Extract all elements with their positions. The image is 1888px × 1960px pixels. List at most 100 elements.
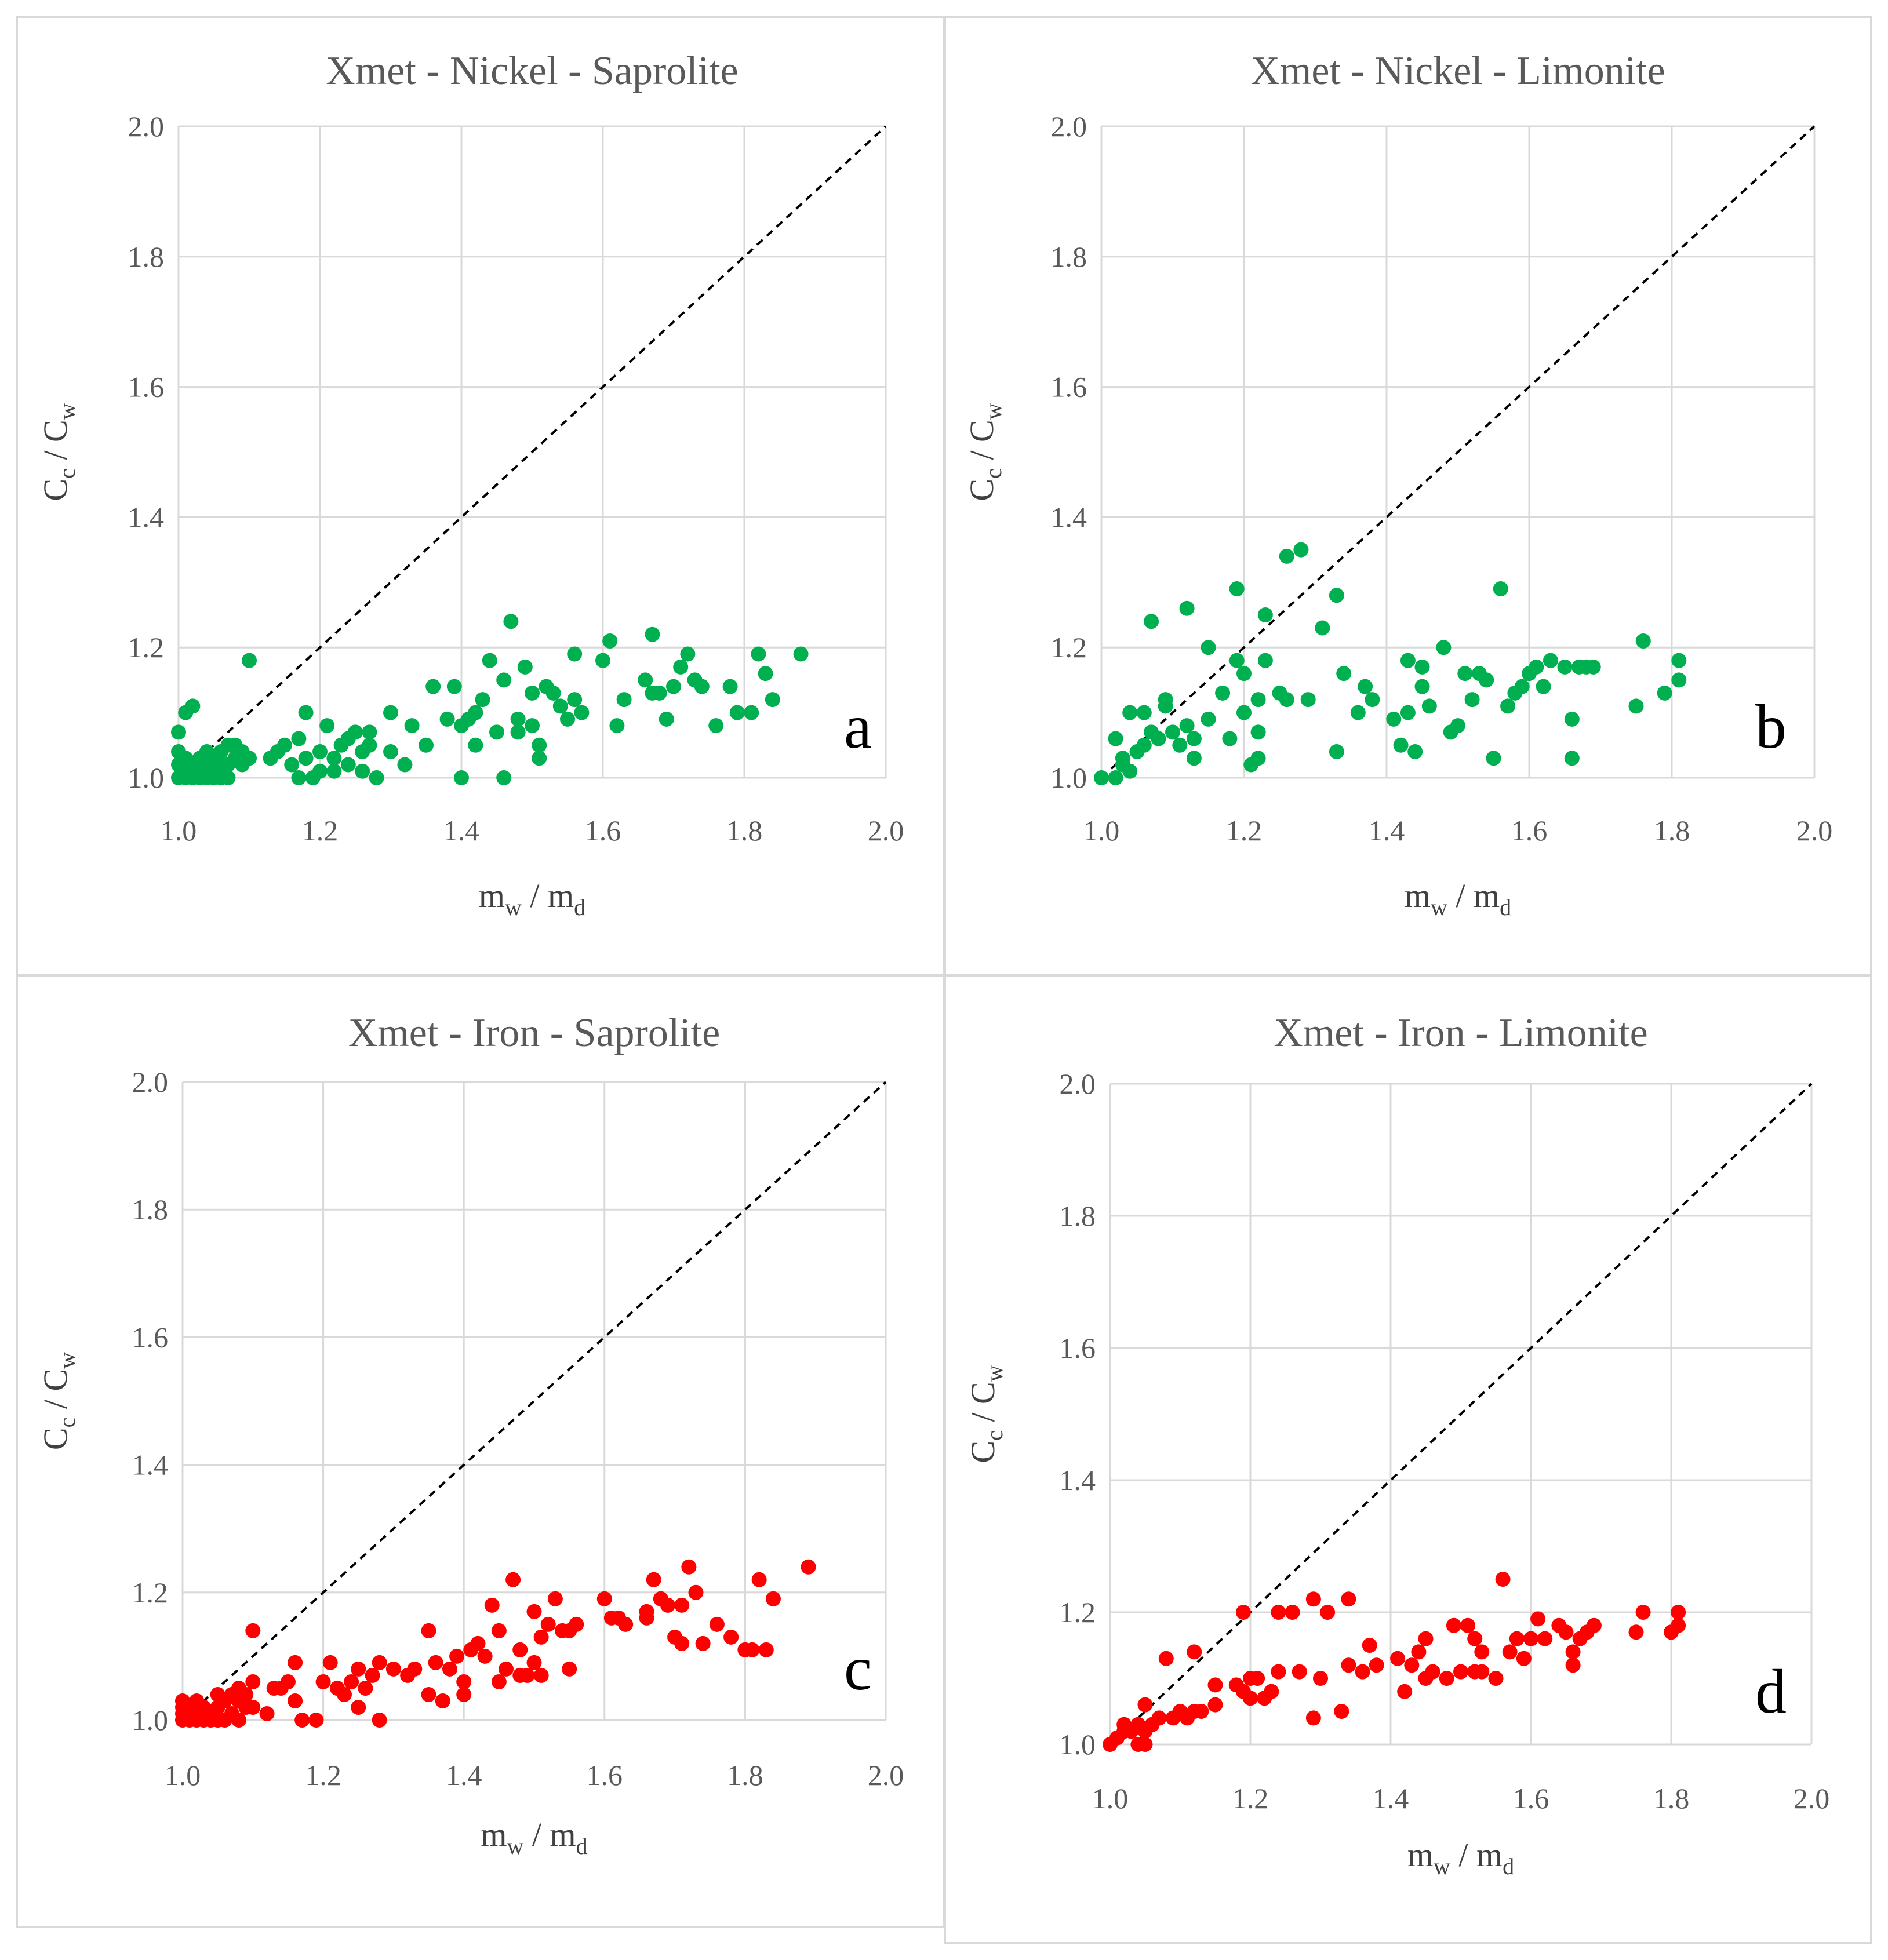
scatter-point (1425, 1664, 1440, 1680)
x-axis-label: mw / md (1407, 1836, 1514, 1879)
scatter-point (758, 666, 773, 682)
panel-letter: a (844, 693, 872, 762)
scatter-point (351, 1699, 366, 1715)
scatter-point (351, 1661, 366, 1677)
panel-c (16, 975, 944, 1928)
scatter-point (344, 1674, 359, 1689)
panel-b (944, 16, 1872, 975)
scatter-point (468, 737, 483, 753)
scatter-point (362, 724, 377, 740)
scatter-point (435, 1693, 450, 1708)
scatter-point (372, 1713, 387, 1728)
y-tick-label: 1.8 (1051, 241, 1087, 273)
reference-line (1109, 1083, 1813, 1746)
scatter-point (358, 1680, 373, 1696)
x-tick-label: 2.0 (1796, 814, 1833, 847)
x-tick-label: 2.0 (868, 814, 904, 847)
scatter-point (1207, 1677, 1223, 1693)
scatter-point (744, 705, 759, 720)
scatter-point (510, 711, 526, 727)
scatter-point (280, 1674, 296, 1689)
scatter-point (526, 1604, 542, 1619)
scatter-point (491, 1674, 507, 1689)
scatter-point (1355, 1664, 1370, 1680)
x-tick-label: 1.8 (726, 814, 763, 847)
scatter-point (1495, 1572, 1511, 1587)
scatter-point (404, 718, 420, 734)
scatter-point (1329, 744, 1344, 760)
scatter-point (1358, 679, 1373, 694)
scatter-point (1586, 1617, 1602, 1633)
y-tick-label: 1.8 (1060, 1200, 1096, 1232)
scatter-point (1536, 679, 1551, 694)
scatter-point (1186, 731, 1202, 746)
scatter-point (560, 711, 575, 727)
scatter-point (355, 763, 370, 779)
y-tick-label: 2.0 (128, 110, 165, 143)
scatter-point (569, 1616, 584, 1632)
scatter-point (793, 646, 809, 662)
scatter-point (1186, 751, 1202, 766)
scatter-point (1362, 1638, 1377, 1653)
scatter-point (751, 646, 766, 662)
scatter-point (439, 711, 455, 727)
scatter-point (242, 751, 257, 766)
scatter-point (1151, 1710, 1167, 1726)
y-tick-label: 1.4 (1060, 1464, 1096, 1496)
scatter-point (1537, 1631, 1553, 1646)
scatter-point (1250, 751, 1266, 766)
scatter-point (765, 1591, 781, 1606)
scatter-point (475, 692, 490, 708)
scatter-point (372, 1655, 387, 1670)
scatter-point (1414, 659, 1430, 675)
scatter-point (503, 614, 519, 629)
scatter-point (639, 1610, 654, 1626)
scatter-point (1509, 1631, 1525, 1646)
scatter-point (1414, 679, 1430, 694)
scatter-point (383, 705, 398, 720)
scatter-point (1271, 1605, 1286, 1620)
scatter-point (532, 751, 547, 766)
scatter-point (1557, 659, 1573, 675)
scatter-point (1479, 672, 1494, 688)
scatter-point (1390, 1651, 1406, 1666)
scatter-point (744, 1642, 760, 1657)
scatter-point (442, 1661, 457, 1677)
scatter-point (545, 685, 561, 701)
scatter-point (421, 1623, 436, 1638)
scatter-point (446, 679, 462, 694)
scatter-point (1305, 1710, 1321, 1726)
scatter-point (1222, 731, 1238, 746)
scatter-point (1300, 692, 1316, 708)
scatter-point (1144, 614, 1159, 629)
scatter-point (1137, 1737, 1153, 1752)
scatter-point (1457, 666, 1473, 682)
reference-line (181, 1081, 887, 1721)
chart-title: Xmet - Nickel - Saprolite (326, 49, 738, 93)
scatter-point (540, 1616, 556, 1632)
y-tick-label: 1.4 (132, 1449, 169, 1481)
scatter-point (407, 1661, 423, 1677)
x-tick-label: 1.0 (1092, 1782, 1129, 1815)
scatter-point (1421, 698, 1437, 714)
scatter-point (1236, 705, 1252, 720)
scatter-point (1460, 1617, 1476, 1633)
scatter-point (468, 705, 483, 720)
scatter-point (1235, 1605, 1251, 1620)
scatter-point (470, 1635, 486, 1651)
scatter-point (454, 770, 469, 785)
scatter-point (369, 770, 384, 785)
scatter-point (1467, 1631, 1483, 1646)
scatter-point (708, 718, 724, 734)
scatter-point (1250, 724, 1266, 740)
scatter-point (1516, 1651, 1532, 1666)
x-tick-label: 1.2 (1226, 814, 1263, 847)
scatter-point (1411, 1644, 1427, 1660)
y-axis-label: Cc / Cw (37, 403, 80, 501)
scatter-point (259, 1706, 275, 1721)
scatter-point (1628, 1624, 1644, 1640)
scatter-point (1236, 666, 1252, 682)
panel-d (944, 975, 1872, 1944)
reference-line (1100, 125, 1816, 779)
x-tick-label: 2.0 (1794, 1782, 1830, 1815)
